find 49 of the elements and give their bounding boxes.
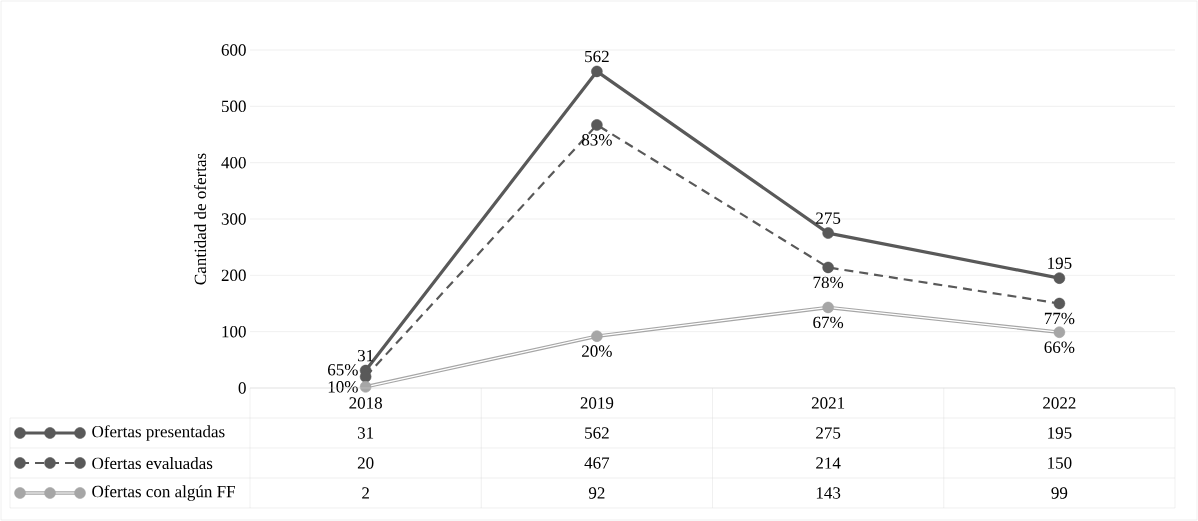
annotation: 77% — [1044, 312, 1075, 325]
y-tick-label: 500 — [221, 100, 246, 113]
point — [1053, 297, 1066, 310]
annotation: 20% — [582, 345, 612, 357]
annotation: 31 — [357, 349, 374, 362]
annotation: 83% — [581, 134, 612, 146]
y-tick-label: 200 — [221, 269, 246, 282]
y-axis-title: Cantidad de ofertas — [193, 153, 207, 285]
legend-label: Ofertas evaluadas — [92, 456, 213, 470]
data-label: 275 — [816, 427, 841, 439]
x-tick-label: 2021 — [811, 397, 845, 409]
data-label: 20 — [357, 457, 374, 469]
annotation: 65% — [328, 363, 358, 376]
data-label: 150 — [1048, 457, 1072, 469]
data-label: 467 — [584, 457, 610, 469]
data-label: 562 — [585, 427, 609, 439]
annotation: 66% — [1044, 341, 1075, 353]
data-label: 92 — [588, 487, 605, 499]
legend-label: Ofertas presentadas — [92, 425, 225, 441]
data-label: 195 — [1048, 427, 1072, 439]
point — [822, 261, 834, 274]
x-tick-label: 2019 — [580, 397, 614, 409]
y-tick-label: 600 — [221, 44, 246, 56]
annotation: 78% — [813, 276, 844, 289]
y-tick-label: 400 — [221, 156, 246, 169]
y-tick-label: 100 — [222, 325, 246, 338]
point — [822, 227, 834, 239]
y-tick-label: 300 — [221, 213, 246, 225]
point — [1053, 272, 1066, 284]
annotation: 10% — [328, 381, 358, 393]
point — [1053, 326, 1066, 338]
data-label: 2 — [362, 487, 369, 499]
point — [822, 301, 834, 314]
legend-label: Ofertas con algún FF — [92, 485, 235, 501]
data-label: 143 — [816, 487, 841, 499]
x-tick-label: 2018 — [349, 397, 382, 409]
point — [591, 65, 603, 78]
x-tick-label: 2022 — [1043, 397, 1076, 409]
annotation: 562 — [585, 50, 609, 63]
point — [591, 119, 603, 131]
data-label: 31 — [357, 427, 374, 439]
point — [359, 381, 372, 393]
annotation: 195 — [1048, 257, 1072, 269]
annotation: 67% — [813, 316, 844, 329]
data-label: 99 — [1051, 487, 1068, 499]
data-label: 214 — [816, 457, 841, 469]
annotation: 275 — [816, 212, 841, 224]
y-tick-label: 0 — [238, 382, 246, 394]
point — [591, 330, 603, 342]
